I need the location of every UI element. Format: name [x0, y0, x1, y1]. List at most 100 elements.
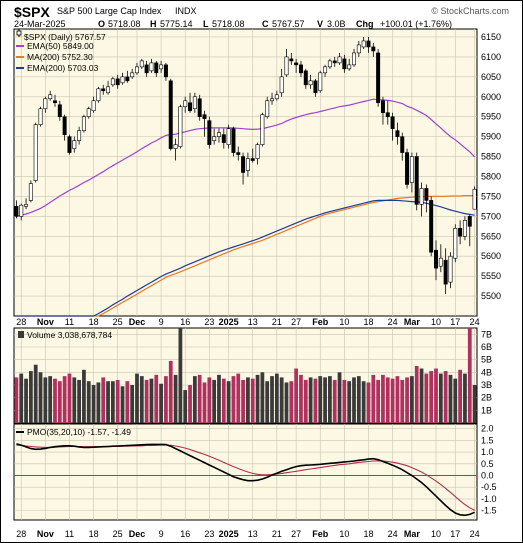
index-name: S&P 500 Large Cap Index	[57, 6, 162, 16]
price-legend: $SPX (Daily) 5767.57 EMA(50) 5849.00 MA(…	[16, 29, 106, 73]
volume-bar	[53, 378, 57, 423]
symbol-label: $SPX	[14, 4, 50, 20]
volume-bar	[77, 379, 81, 423]
volume-bar	[352, 377, 356, 423]
candle-body	[110, 78, 115, 86]
volume-bar	[57, 381, 62, 423]
candle-body	[178, 106, 183, 147]
volume-bar	[149, 378, 154, 423]
x-tick-label: 28	[16, 317, 26, 327]
ema200-line	[16, 199, 475, 317]
volume-bar	[183, 390, 188, 423]
candle-body	[395, 130, 400, 137]
volume-bar	[82, 369, 86, 423]
volume-bar	[101, 377, 106, 423]
candle-body	[274, 94, 279, 100]
x-tick-label: 18	[363, 317, 373, 327]
candle-body	[265, 100, 270, 117]
volume-bar	[19, 373, 24, 423]
volume-bar	[313, 378, 318, 423]
price-y-tick-label: 5500	[481, 291, 501, 301]
candle-body	[188, 102, 193, 112]
x-tick-label: 25	[113, 317, 123, 327]
volume-label-short: V	[317, 19, 323, 29]
axis-labels: 28 28 Nov Nov 11 11 18 18 25 25 Dec Dec 9 9 16 16 23 23 20…	[16, 32, 501, 539]
pmo-line	[16, 443, 475, 517]
low-label: L	[203, 19, 209, 29]
volume-bar	[86, 381, 91, 423]
candle-body	[236, 152, 241, 155]
candle-body	[298, 64, 303, 74]
volume-bar	[448, 374, 453, 423]
volume-bar	[337, 372, 342, 423]
candle-body	[467, 216, 472, 227]
price-y-tick-label: 5600	[481, 251, 501, 261]
volume-y-tick-label: 3B	[481, 380, 492, 390]
x-tick-label: Dec	[129, 317, 146, 327]
candle-body	[405, 152, 410, 185]
volume-bar	[106, 381, 110, 423]
candle-body	[337, 56, 342, 64]
x-tick-label: 17	[450, 317, 460, 327]
candle-body	[284, 56, 289, 76]
volume-bar	[250, 378, 255, 423]
candle-body	[19, 204, 24, 217]
volume-bar	[332, 379, 337, 423]
x-tick-label: Dec	[129, 529, 146, 539]
candle-body	[106, 86, 111, 94]
candle-body	[279, 76, 284, 94]
candle-body	[134, 66, 139, 74]
candle-body	[376, 52, 381, 104]
candle-body	[226, 128, 231, 145]
candle-body	[424, 188, 429, 201]
volume-bar	[424, 373, 429, 423]
legend-ma200: MA(200) 5752.30	[27, 52, 93, 62]
x-tick-label: 24	[470, 317, 480, 327]
volume-bar	[366, 382, 371, 423]
volume-y-tick-label: 5B	[481, 355, 492, 365]
candle-body	[221, 134, 226, 143]
candle-body	[144, 64, 149, 74]
volume-panel	[13, 327, 478, 424]
candle-body	[77, 130, 82, 141]
volume-bar	[279, 377, 284, 423]
candle-body	[458, 228, 463, 237]
candle-body	[448, 255, 453, 283]
candle-body	[231, 128, 236, 153]
x-tick-label: 16	[180, 317, 190, 327]
candle-body	[173, 144, 178, 149]
candle-body	[303, 70, 308, 86]
volume-bar	[265, 381, 270, 423]
x-tick-label: 18	[89, 529, 99, 539]
x-tick-label: 24	[388, 529, 398, 539]
candle-body	[202, 114, 207, 119]
candle-body	[352, 52, 357, 66]
volume-bar	[236, 373, 241, 423]
volume-bar	[303, 379, 308, 423]
ema50-line	[16, 98, 476, 217]
grid-lines	[14, 29, 477, 520]
candle-body	[96, 88, 101, 102]
candle-body	[414, 156, 419, 205]
candle-body	[115, 78, 120, 86]
volume-bar	[318, 376, 323, 423]
pmo-panel	[13, 423, 478, 521]
candle-body	[33, 124, 38, 181]
volume-bar	[255, 374, 260, 423]
x-tick-label: 24	[470, 529, 480, 539]
candle-body	[289, 58, 294, 62]
volume-bar	[284, 382, 289, 423]
change-label: Chg	[356, 19, 374, 29]
pmo-legend-label: PMO(35,20,10) -1.57, -1.49	[27, 427, 131, 437]
candle-body	[313, 80, 318, 94]
candle-body	[245, 158, 250, 171]
candle-body	[192, 96, 197, 110]
legend-ema50: EMA(50) 5849.00	[27, 41, 94, 51]
volume-bar	[385, 377, 390, 423]
candle-body	[212, 136, 217, 141]
volume-bar	[405, 377, 409, 423]
volume-bar	[241, 379, 245, 423]
x-tick-label: 9	[159, 529, 164, 539]
price-y-tick-label: 5900	[481, 132, 501, 142]
